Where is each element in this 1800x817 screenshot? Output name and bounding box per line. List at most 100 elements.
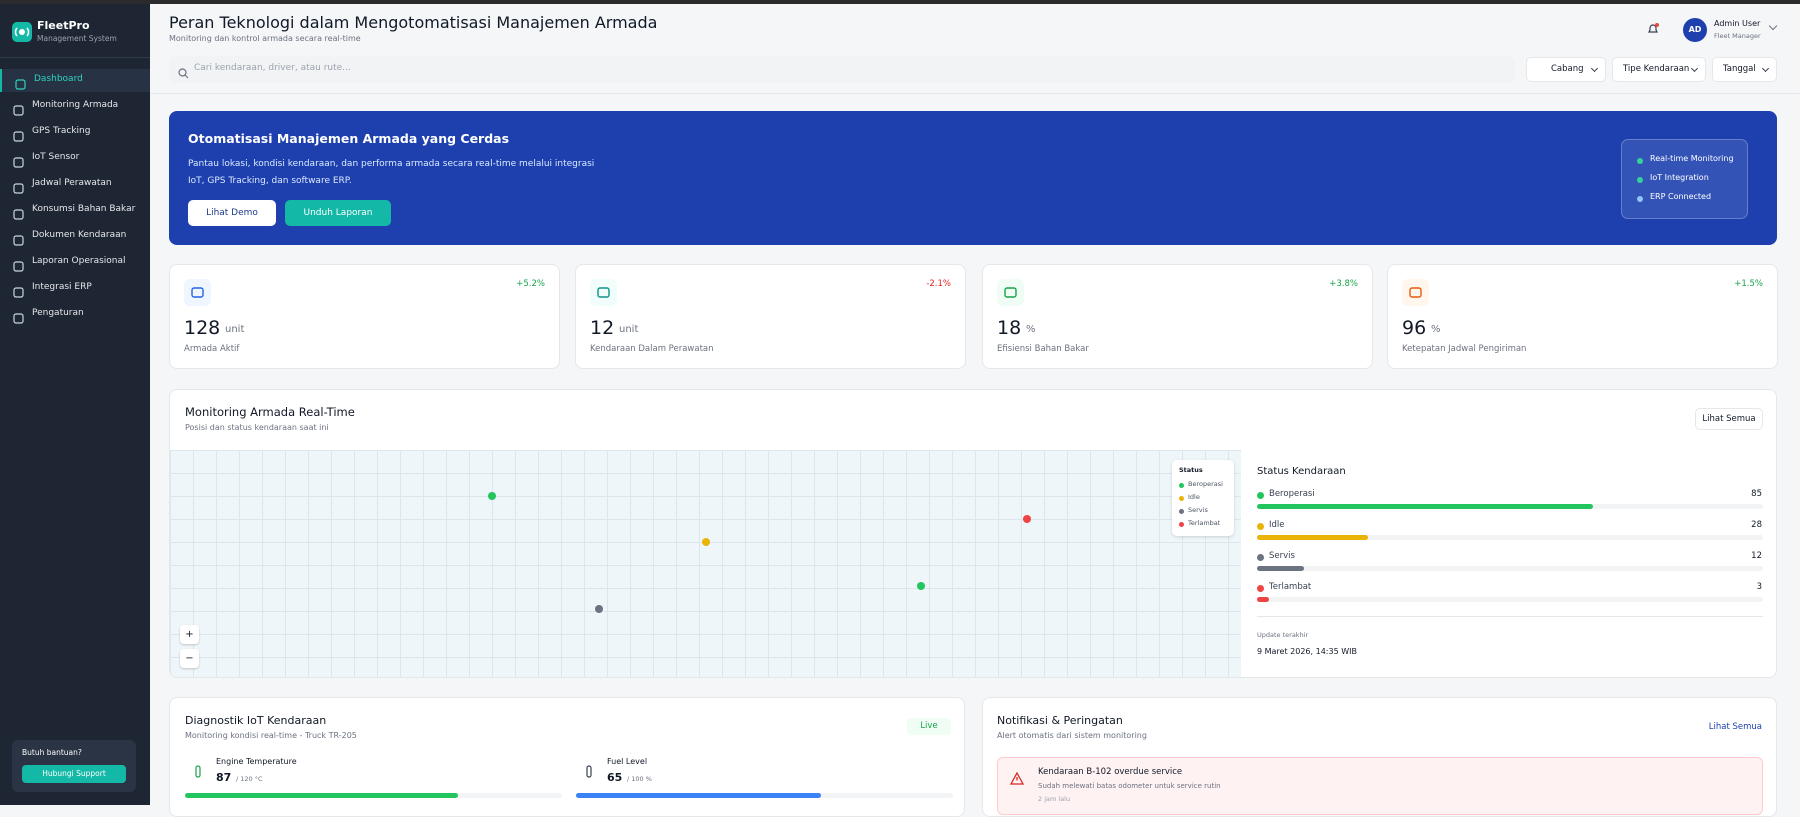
menu-item[interactable]: Dashboard — [0, 69, 150, 92]
stat-trend: +3.8% — [1329, 279, 1358, 289]
badge-label: Real-time Monitoring — [1650, 154, 1734, 163]
menu-item[interactable]: Konsumsi Bahan Bakar — [0, 199, 150, 222]
filter-label: Tanggal — [1723, 64, 1756, 74]
update-label: Update terakhir — [1257, 631, 1309, 639]
status-track — [1257, 597, 1763, 602]
search-bar[interactable]: Cari kendaraan, driver, atau rute... — [169, 56, 1515, 83]
alert-time: 2 jam lalu — [1038, 795, 1071, 803]
filter-button[interactable]: Tanggal — [1712, 57, 1777, 82]
update-time: 9 Maret 2026, 14:35 WIB — [1257, 647, 1357, 656]
banner-description: Pantau lokasi, kondisi kendaraan, dan pe… — [188, 159, 595, 186]
vehicle-marker[interactable] — [595, 605, 603, 613]
search-icon — [178, 64, 189, 79]
menu-icon-svg — [13, 261, 24, 272]
monitoring-title: Monitoring Armada Real-Time — [185, 405, 355, 419]
stat-value: 12 — [590, 317, 615, 339]
metric-icon-svg — [195, 765, 201, 778]
stat-icon — [1402, 279, 1429, 306]
badge-dot — [1637, 196, 1643, 202]
stat-label: Kendaraan Dalam Perawatan — [590, 344, 714, 354]
status-track — [1257, 535, 1763, 540]
stat-unit: % — [1431, 324, 1441, 335]
menu-item[interactable]: Laporan Operasional — [0, 251, 150, 274]
vehicle-marker[interactable] — [1023, 515, 1031, 523]
metric-name: Engine Temperature — [216, 757, 297, 766]
iot-card: Diagnostik IoT Kendaraan Monitoring kondi… — [169, 697, 965, 817]
menu-label: Dashboard — [34, 74, 83, 84]
menu-item[interactable]: GPS Tracking — [0, 121, 150, 144]
search-placeholder: Cari kendaraan, driver, atau rute... — [194, 63, 351, 73]
stat-icon — [997, 279, 1024, 306]
zoom-button[interactable]: − — [180, 649, 199, 668]
menu-item[interactable]: Jadwal Perawatan — [0, 173, 150, 196]
page-subtitle: Monitoring dan kontrol armada secara rea… — [169, 34, 361, 43]
menu-icon — [13, 231, 24, 246]
menu-label: IoT Sensor — [32, 152, 80, 162]
menu-label: Monitoring Armada — [32, 100, 119, 110]
help-button[interactable]: Hubungi Support — [22, 765, 126, 783]
filter-button[interactable]: Cabang — [1526, 57, 1606, 82]
top-strip — [0, 0, 1800, 4]
vehicle-marker[interactable] — [917, 582, 925, 590]
menu-icon — [13, 101, 24, 116]
menu-item[interactable]: Integrasi ERP — [0, 277, 150, 300]
status-dot — [1257, 492, 1264, 499]
status-bar — [1257, 597, 1269, 602]
menu-item[interactable]: IoT Sensor — [0, 147, 150, 170]
menu-label: Integrasi ERP — [32, 282, 92, 292]
stat-label: Armada Aktif — [184, 344, 240, 354]
stat-value: 18 — [997, 317, 1022, 339]
notification-bell — [1646, 21, 1660, 35]
stat-card: +3.8% 18% Efisiensi Bahan Bakar — [982, 264, 1373, 369]
badge-dot — [1637, 158, 1643, 164]
status-value: 28 — [1751, 520, 1762, 530]
iot-subtitle: Monitoring kondisi real-time - Truck TR-… — [185, 731, 357, 740]
status-bar — [1257, 504, 1594, 509]
alert-item[interactable]: Kendaraan B-102 overdue service Sudah mel… — [997, 757, 1763, 815]
menu-icon-svg — [13, 209, 24, 220]
user-role: Fleet Manager — [1714, 32, 1761, 40]
filter-button[interactable]: Tipe Kendaraan — [1612, 57, 1706, 82]
status-dot — [1257, 523, 1264, 530]
stat-value: 128 — [184, 317, 221, 339]
zoom-button[interactable]: + — [180, 625, 199, 644]
metric-icon — [584, 764, 594, 778]
view-all-button[interactable]: Lihat Semua — [1695, 408, 1763, 430]
sidebar-divider — [0, 57, 150, 58]
menu-label: Laporan Operasional — [32, 256, 126, 266]
stat-card: +1.5% 96% Ketepatan Jadwal Pengiriman — [1387, 264, 1778, 369]
user-avatar[interactable]: AD — [1683, 18, 1707, 42]
filter-label: Cabang — [1551, 64, 1584, 74]
live-badge: Live — [907, 718, 951, 735]
brand-logo-svg — [14, 27, 30, 37]
stat-card: +5.2% 128 unit Armada Aktif — [169, 264, 560, 369]
menu-icon-svg — [13, 287, 24, 298]
metric-max: / 120 °C — [236, 775, 263, 783]
monitoring-card: Monitoring Armada Real-Time Posisi dan st… — [169, 389, 1777, 678]
menu-item[interactable]: Dokumen Kendaraan — [0, 225, 150, 248]
notifications-action[interactable]: Lihat Semua — [1708, 722, 1762, 732]
vehicle-marker[interactable] — [488, 492, 496, 500]
brand-tagline: Management System — [37, 34, 117, 43]
stat-unit: unit — [225, 324, 245, 335]
status-value: 12 — [1751, 551, 1762, 561]
header-divider — [150, 93, 1800, 94]
demo-button[interactable]: Lihat Demo — [188, 200, 276, 226]
status-name: Beroperasi — [1269, 489, 1315, 499]
menu-icon — [13, 309, 24, 324]
menu-item[interactable]: Pengaturan — [0, 303, 150, 326]
menu-icon-svg — [13, 235, 24, 246]
vehicle-marker[interactable] — [702, 538, 710, 546]
map-legend: Status Beroperasi Idle Servis Terlambat — [1172, 460, 1234, 536]
report-button[interactable]: Unduh Laporan — [285, 200, 391, 226]
status-name: Idle — [1269, 520, 1285, 530]
metric-name: Fuel Level — [607, 757, 648, 766]
metric-icon-svg — [586, 765, 592, 778]
stat-icon-svg — [597, 287, 610, 298]
legend-title: Status — [1179, 466, 1203, 474]
iot-title: Diagnostik IoT Kendaraan — [185, 714, 327, 727]
menu-item[interactable]: Monitoring Armada — [0, 95, 150, 118]
stat-icon-svg — [191, 287, 204, 298]
stat-card: -2.1% 12 unit Kendaraan Dalam Perawatan — [575, 264, 966, 369]
status-track — [1257, 566, 1763, 571]
